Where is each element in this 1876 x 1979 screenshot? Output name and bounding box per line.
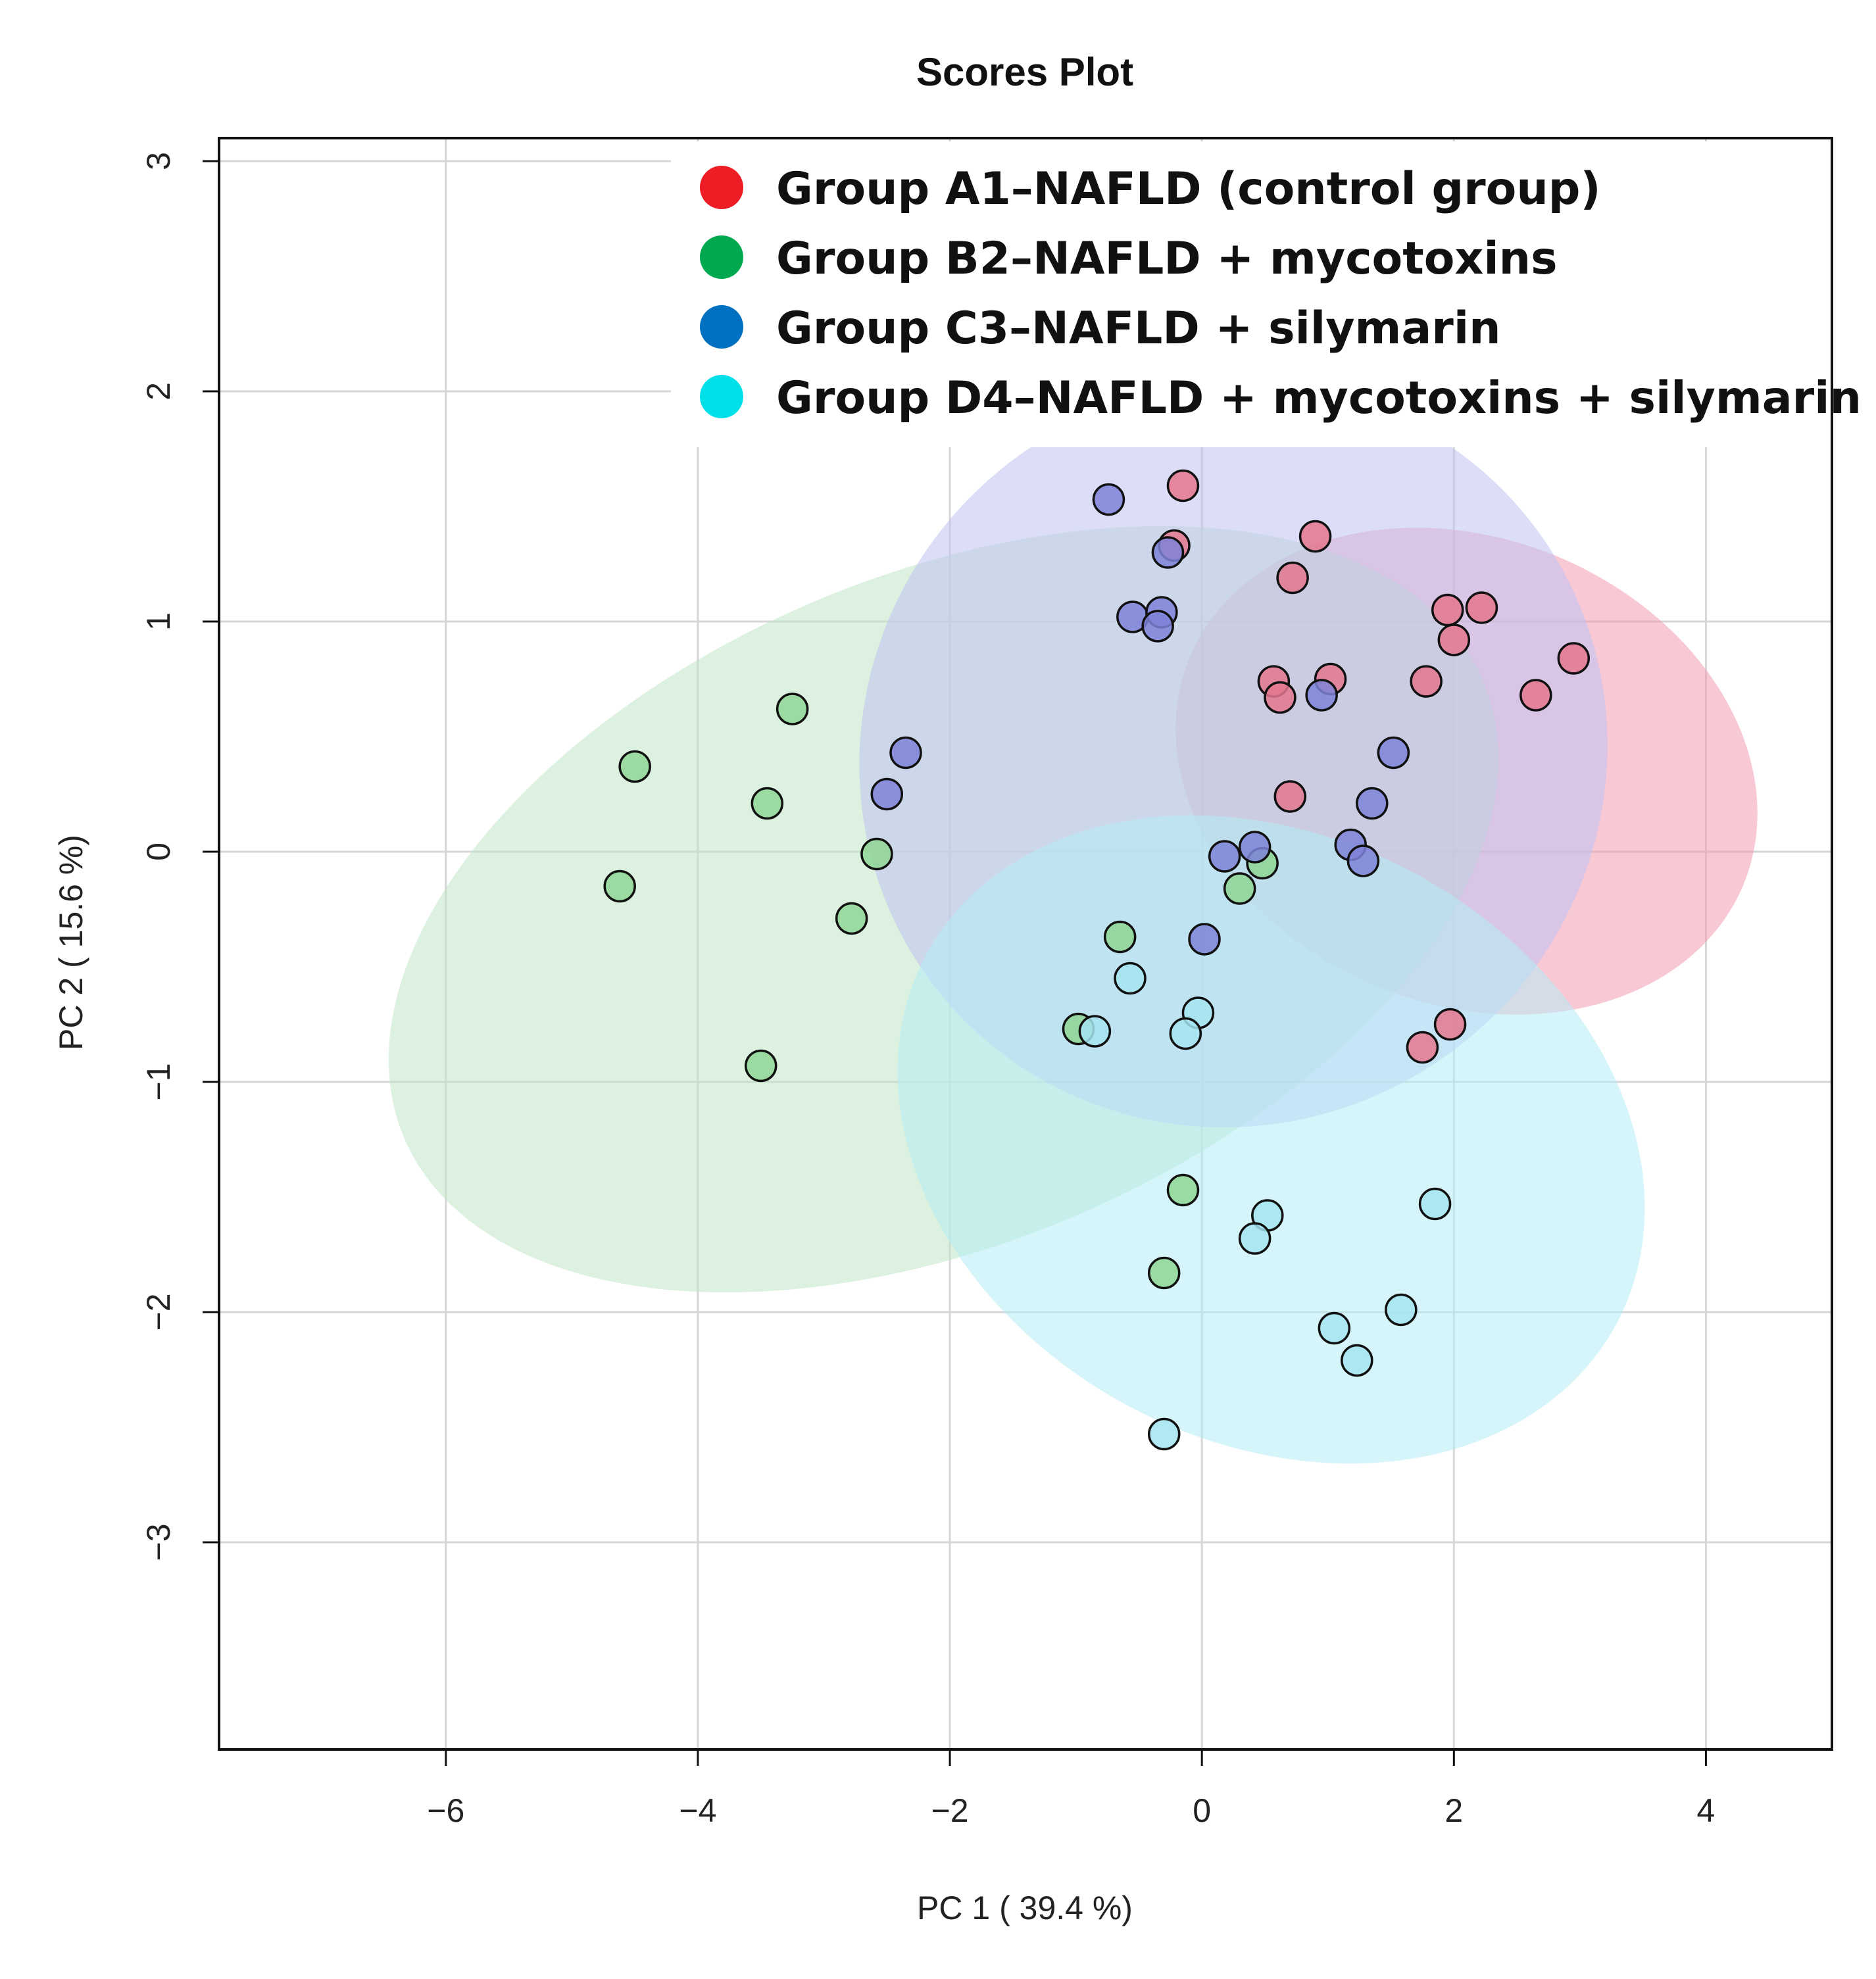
score-point xyxy=(1169,1017,1202,1050)
legend: Group A1–NAFLD (control group) Group B2–N… xyxy=(671,141,1862,447)
y-tick-label: 0 xyxy=(140,843,177,861)
x-tick-label: 0 xyxy=(1193,1792,1211,1829)
score-point xyxy=(1298,520,1332,553)
score-point xyxy=(1238,1222,1271,1255)
score-point xyxy=(1103,920,1137,954)
legend-label: Group A1–NAFLD (control group) xyxy=(776,163,1601,215)
score-point xyxy=(1166,1173,1200,1207)
confidence-ellipses xyxy=(388,382,1758,1464)
score-point xyxy=(889,736,922,770)
score-point xyxy=(1557,642,1591,675)
y-tick-label: 1 xyxy=(140,612,177,631)
score-point xyxy=(1406,1031,1439,1064)
score-point xyxy=(776,693,809,725)
y-tick-label: 2 xyxy=(140,382,177,401)
score-point xyxy=(1092,483,1125,516)
y-axis: 3 2 1 0 −1 −2 −3 xyxy=(140,152,219,1561)
confidence-ellipse xyxy=(897,815,1645,1464)
score-point xyxy=(1238,831,1271,864)
x-tick-label: −6 xyxy=(427,1792,464,1829)
score-point xyxy=(1410,665,1443,698)
x-axis: −6 −4 −2 0 2 4 xyxy=(427,1749,1715,1829)
score-point xyxy=(751,787,784,820)
y-tick-label: 3 xyxy=(140,152,177,170)
score-point xyxy=(1385,1293,1418,1327)
x-tick-label: −4 xyxy=(679,1792,716,1829)
score-point xyxy=(1264,681,1296,714)
x-tick-label: −2 xyxy=(931,1792,969,1829)
legend-background xyxy=(671,141,1831,447)
score-point xyxy=(1519,679,1552,712)
y-tick-label: −2 xyxy=(140,1293,177,1331)
plot-frame xyxy=(218,137,1833,1751)
y-axis-label: PC 2 ( 15.6 %) xyxy=(53,835,89,1050)
score-point xyxy=(1465,591,1498,624)
score-point xyxy=(1305,679,1338,712)
x-tick-label: 4 xyxy=(1697,1792,1716,1829)
score-point xyxy=(870,777,904,811)
score-point xyxy=(1318,1311,1351,1345)
score-point xyxy=(1341,1344,1373,1377)
score-point xyxy=(835,902,868,935)
y-tick-label: −3 xyxy=(140,1523,177,1561)
score-point xyxy=(1377,736,1410,770)
x-axis-label: PC 1 ( 39.4 %) xyxy=(917,1890,1133,1926)
score-point xyxy=(1418,1187,1452,1221)
score-point xyxy=(1223,872,1256,905)
x-tick-label: 2 xyxy=(1444,1792,1463,1829)
legend-marker xyxy=(700,166,743,209)
score-point xyxy=(1437,623,1471,656)
legend-marker xyxy=(700,305,743,349)
legend-label: Group C3–NAFLD + silymarin xyxy=(776,303,1501,354)
score-point xyxy=(1078,1015,1112,1048)
score-point xyxy=(1208,840,1241,873)
score-point xyxy=(1346,844,1380,877)
score-point xyxy=(1166,469,1200,502)
score-point xyxy=(618,750,651,783)
score-point xyxy=(1114,962,1147,995)
score-point xyxy=(1188,923,1221,956)
score-point xyxy=(1356,787,1389,820)
score-point xyxy=(1431,593,1464,627)
score-point xyxy=(603,869,636,903)
score-points xyxy=(603,469,1591,1451)
score-point xyxy=(1147,1417,1181,1451)
legend-label: Group B2–NAFLD + mycotoxins xyxy=(776,233,1558,285)
y-tick-label: −1 xyxy=(140,1063,177,1100)
score-point xyxy=(860,837,893,871)
legend-label: Group D4–NAFLD + mycotoxins + silymarin xyxy=(776,372,1862,424)
score-point xyxy=(1276,561,1309,595)
legend-marker xyxy=(700,235,743,279)
score-point xyxy=(1273,780,1307,813)
score-point xyxy=(744,1049,778,1083)
chart-title: Scores Plot xyxy=(916,50,1133,94)
score-point xyxy=(1141,610,1174,643)
score-point xyxy=(1151,536,1185,569)
score-point xyxy=(1433,1008,1467,1041)
score-point xyxy=(1147,1256,1181,1290)
legend-marker xyxy=(700,375,743,418)
